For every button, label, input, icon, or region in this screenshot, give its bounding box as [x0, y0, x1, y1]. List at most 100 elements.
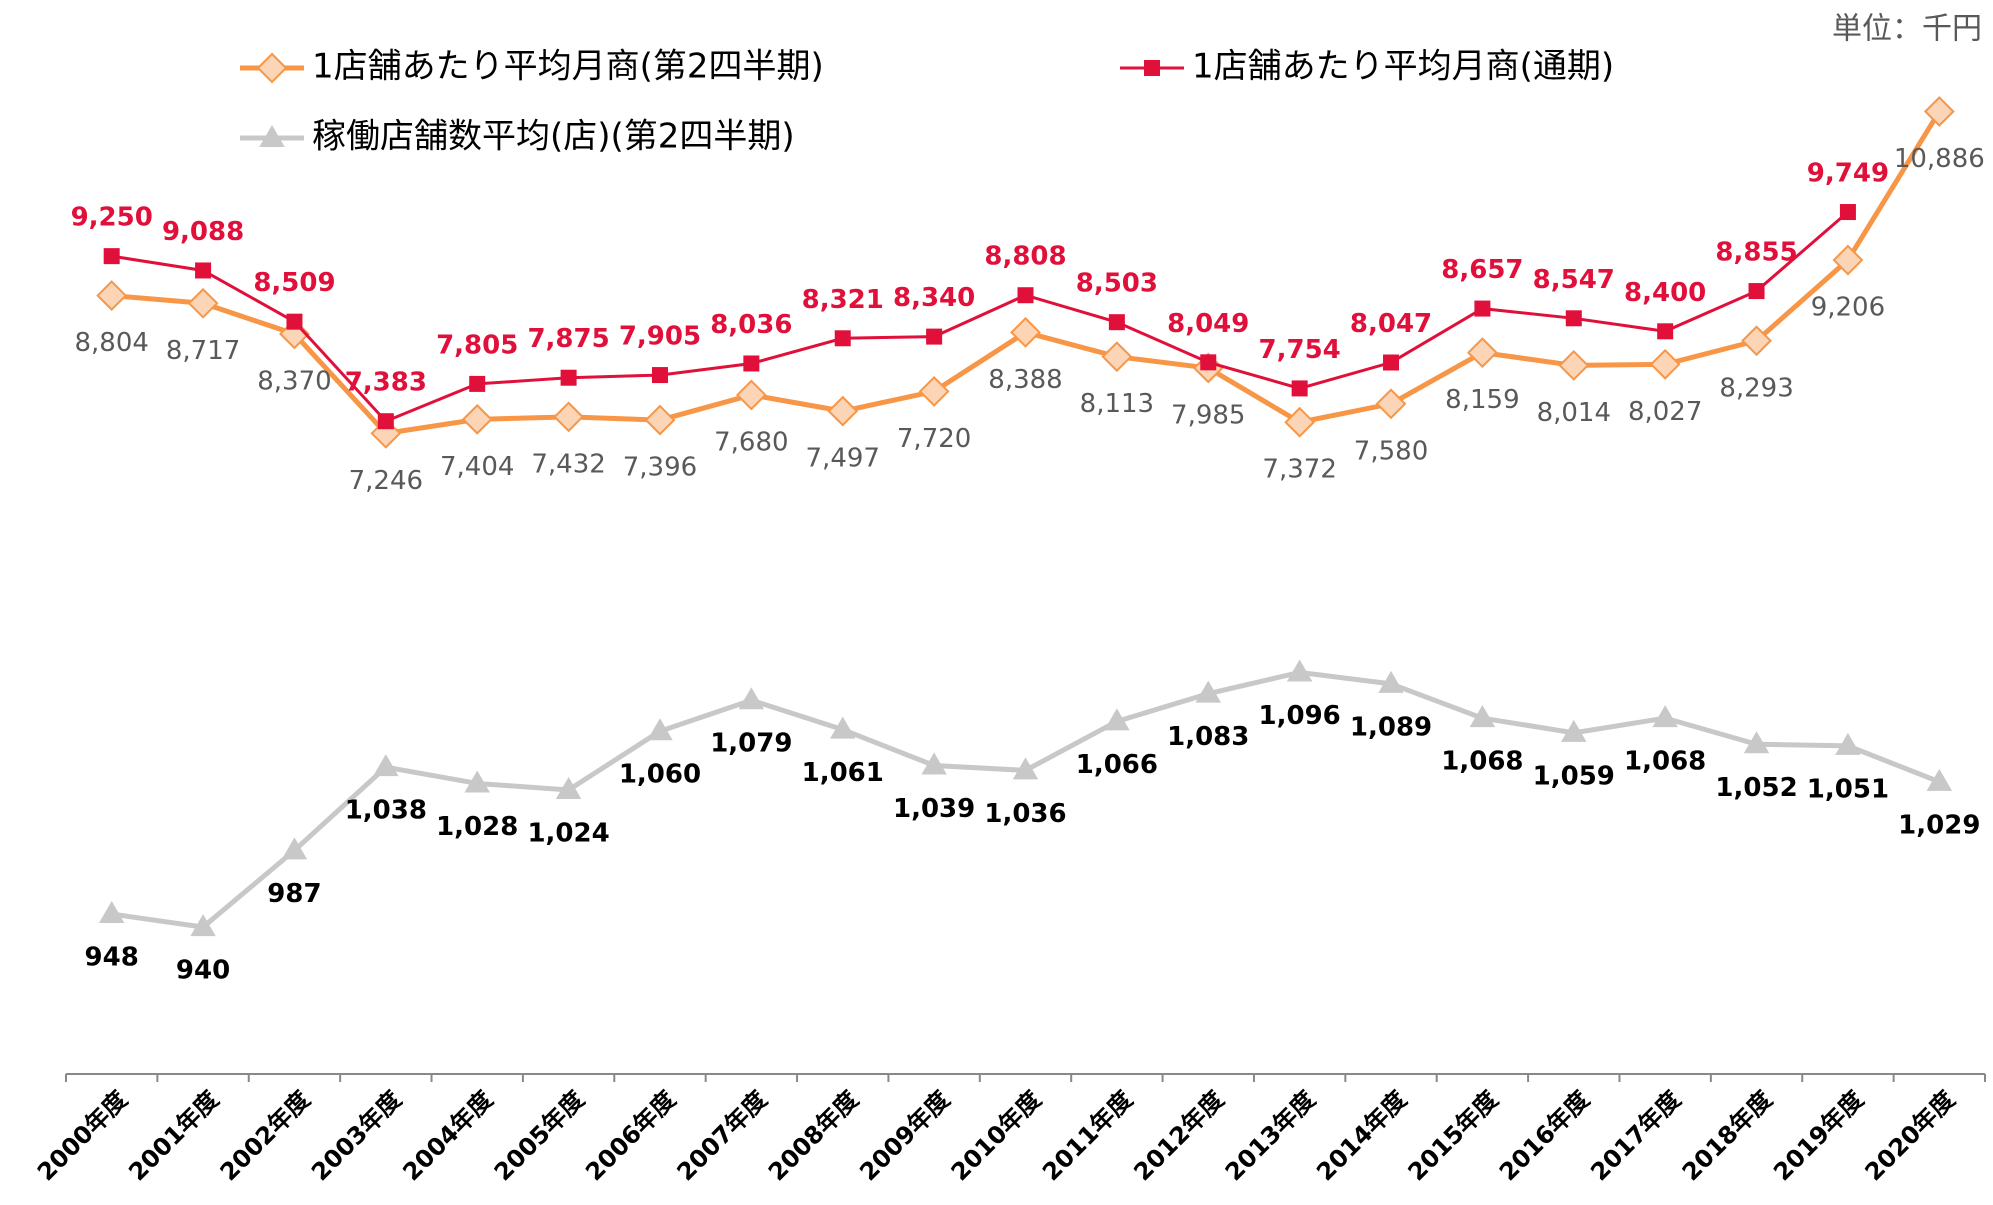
- marker: [1741, 325, 1772, 357]
- data-label: 7,404: [440, 452, 514, 482]
- data-label: 8,509: [253, 268, 335, 298]
- marker: [1375, 388, 1407, 420]
- data-label: 9,749: [1807, 159, 1889, 189]
- data-label: 1,028: [436, 812, 518, 842]
- data-label: 1,068: [1441, 747, 1523, 777]
- marker: [1923, 96, 1955, 127]
- marker: [1291, 380, 1308, 397]
- marker: [1565, 310, 1582, 327]
- marker: [553, 401, 585, 433]
- marker: [1469, 705, 1496, 728]
- marker: [1108, 314, 1125, 331]
- x-tick-label: 2007年度: [672, 1085, 774, 1187]
- marker: [1101, 341, 1133, 373]
- x-tick-label: 2019年度: [1768, 1085, 1870, 1187]
- data-label: 7,905: [619, 322, 701, 352]
- data-label: 8,657: [1441, 255, 1523, 285]
- marker: [281, 837, 308, 860]
- data-label: 1,024: [527, 818, 609, 848]
- data-label: 7,875: [527, 324, 609, 354]
- marker: [1748, 283, 1765, 300]
- data-label: 7,805: [436, 330, 518, 360]
- data-label: 9,088: [162, 217, 244, 247]
- marker: [921, 752, 947, 775]
- marker: [1383, 354, 1400, 371]
- data-label: 8,804: [74, 328, 148, 358]
- marker: [1104, 708, 1130, 731]
- marker: [1835, 732, 1861, 755]
- marker: [1195, 680, 1221, 703]
- data-label: 10,886: [1894, 144, 1985, 174]
- marker: [926, 328, 943, 345]
- data-label: 8,717: [166, 336, 240, 366]
- data-label: 1,052: [1715, 773, 1797, 803]
- marker: [560, 369, 577, 386]
- x-tick-label: 2009年度: [854, 1085, 956, 1187]
- marker: [1561, 719, 1587, 742]
- marker: [373, 754, 399, 777]
- x-tick-label: 2010年度: [946, 1085, 1048, 1187]
- marker: [190, 914, 216, 937]
- data-label: 7,720: [897, 424, 971, 454]
- data-label: 9,250: [71, 203, 153, 233]
- marker: [1926, 768, 1953, 791]
- data-label: 8,547: [1533, 265, 1615, 295]
- x-tick-label: 2016年度: [1494, 1085, 1596, 1187]
- x-tick-label: 2000年度: [32, 1085, 134, 1187]
- x-tick-label: 2011年度: [1037, 1085, 1139, 1187]
- marker: [735, 379, 767, 411]
- legend-marker: [259, 125, 285, 147]
- data-label: 9,206: [1811, 293, 1885, 323]
- x-tick-label: 2015年度: [1403, 1085, 1505, 1187]
- marker: [827, 395, 859, 427]
- data-label: 7,754: [1259, 335, 1341, 365]
- marker: [644, 404, 676, 436]
- marker: [1832, 244, 1864, 276]
- x-tick-label: 2017年度: [1585, 1085, 1687, 1187]
- data-label: 8,388: [988, 365, 1062, 395]
- marker: [286, 313, 303, 330]
- data-label: 7,246: [349, 466, 423, 496]
- data-label: 7,497: [806, 444, 880, 474]
- data-label: 7,383: [345, 368, 427, 398]
- data-label: 7,985: [1171, 400, 1245, 430]
- data-label: 940: [176, 956, 230, 986]
- data-label: 1,061: [802, 758, 884, 788]
- data-label: 8,321: [802, 285, 884, 315]
- data-label: 1,051: [1807, 774, 1889, 804]
- marker: [651, 367, 668, 384]
- data-label: 1,079: [710, 729, 792, 759]
- marker: [96, 280, 128, 311]
- marker: [377, 413, 394, 430]
- marker: [195, 262, 212, 279]
- data-label: 1,036: [984, 799, 1066, 829]
- marker: [187, 287, 219, 319]
- data-label: 7,580: [1354, 436, 1428, 466]
- marker: [1012, 757, 1039, 780]
- data-label: 8,027: [1628, 397, 1702, 427]
- marker: [1558, 350, 1590, 381]
- data-label: 8,047: [1350, 309, 1432, 339]
- data-label: 1,066: [1076, 750, 1158, 780]
- legend-label: 1店舗あたり平均月商(第2四半期): [312, 47, 824, 87]
- marker: [918, 376, 950, 407]
- x-tick-label: 2014年度: [1311, 1085, 1413, 1187]
- data-label: 1,068: [1624, 747, 1706, 777]
- x-tick-label: 2002年度: [215, 1085, 317, 1187]
- data-label: 8,293: [1719, 373, 1793, 403]
- x-tick-label: 2020年度: [1860, 1085, 1962, 1187]
- data-label: 7,432: [531, 449, 605, 479]
- data-label: 8,049: [1167, 309, 1249, 339]
- marker: [98, 901, 125, 924]
- marker: [1378, 670, 1404, 693]
- x-tick-label: 2013年度: [1220, 1085, 1322, 1187]
- marker: [1649, 348, 1681, 380]
- marker: [1017, 287, 1034, 304]
- legend-marker: [1144, 60, 1160, 76]
- marker: [1286, 659, 1313, 682]
- marker: [461, 403, 493, 435]
- x-tick-label: 2008年度: [763, 1085, 865, 1187]
- marker: [1657, 323, 1674, 340]
- data-label: 8,400: [1624, 278, 1706, 308]
- x-tick-label: 2004年度: [397, 1085, 499, 1187]
